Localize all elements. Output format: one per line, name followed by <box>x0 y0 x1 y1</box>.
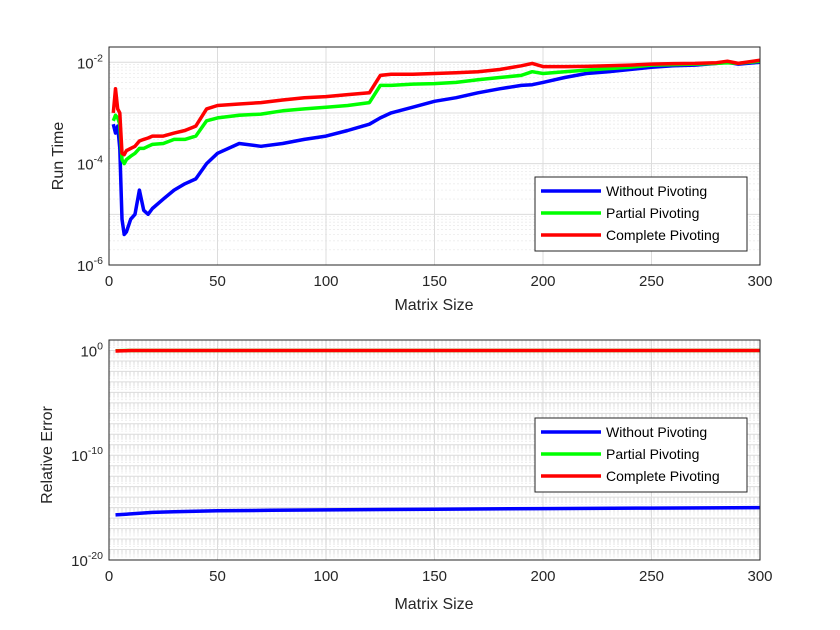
x-tick-label: 150 <box>422 568 447 585</box>
y-tick-label: 100 <box>80 340 103 360</box>
x-tick-label: 100 <box>313 568 338 585</box>
x-tick-label: 50 <box>209 273 226 290</box>
legend-label: Without Pivoting <box>606 424 707 440</box>
runtime-plot: 0 50 100 150 200 250 300 10-6 10-4 10-2 Matrix Si… <box>50 46 773 314</box>
series-line-without-pivoting <box>115 505 761 517</box>
series-line-complete-pivoting <box>111 58 761 157</box>
x-axis-label: Matrix Size <box>394 297 473 314</box>
y-tick-label: 10-10 <box>71 445 103 465</box>
legend-label: Complete Pivoting <box>606 468 720 484</box>
x-tick-label: 250 <box>639 568 664 585</box>
x-axis-label: Matrix Size <box>394 596 473 613</box>
legend-label: Partial Pivoting <box>606 205 699 221</box>
tick-labels: 0 50 100 150 200 250 300 10-20 10-10 100 <box>71 340 772 585</box>
y-axis-label: Run Time <box>50 122 67 191</box>
y-tick-label: 10-20 <box>71 550 103 570</box>
x-tick-label: 100 <box>313 273 338 290</box>
plot-box <box>108 339 761 561</box>
x-tick-label: 200 <box>530 568 555 585</box>
x-tick-label: 0 <box>105 568 113 585</box>
x-tick-label: 150 <box>422 273 447 290</box>
x-tick-label: 200 <box>530 273 555 290</box>
y-tick-label: 10-2 <box>77 52 103 72</box>
series-line-without-pivoting <box>111 60 761 237</box>
x-tick-label: 50 <box>209 568 226 585</box>
series-lines <box>111 58 761 237</box>
grid <box>108 339 761 561</box>
x-tick-label: 300 <box>747 273 772 290</box>
series-line-complete-pivoting <box>115 348 760 353</box>
series-line-partial-pivoting <box>111 59 761 166</box>
y-tick-label: 10-6 <box>77 255 103 275</box>
series-lines <box>115 348 761 517</box>
y-axis-label: Relative Error <box>39 405 56 503</box>
x-tick-label: 0 <box>105 273 113 290</box>
legend-label: Complete Pivoting <box>606 227 720 243</box>
legend: Without Pivoting Partial Pivoting Complete… <box>534 417 748 493</box>
x-tick-label: 250 <box>639 273 664 290</box>
legend-label: Partial Pivoting <box>606 446 699 462</box>
error-plot: 0 50 100 150 200 250 300 10-20 10-10 100 Matrix S… <box>39 339 773 613</box>
tick-labels: 0 50 100 150 200 250 300 10-6 10-4 10-2 <box>77 52 773 290</box>
x-tick-label: 300 <box>747 568 772 585</box>
legend-label: Without Pivoting <box>606 183 707 199</box>
legend: Without Pivoting Partial Pivoting Complete… <box>534 176 748 252</box>
plot-box <box>108 46 761 266</box>
y-tick-label: 10-4 <box>77 154 103 174</box>
